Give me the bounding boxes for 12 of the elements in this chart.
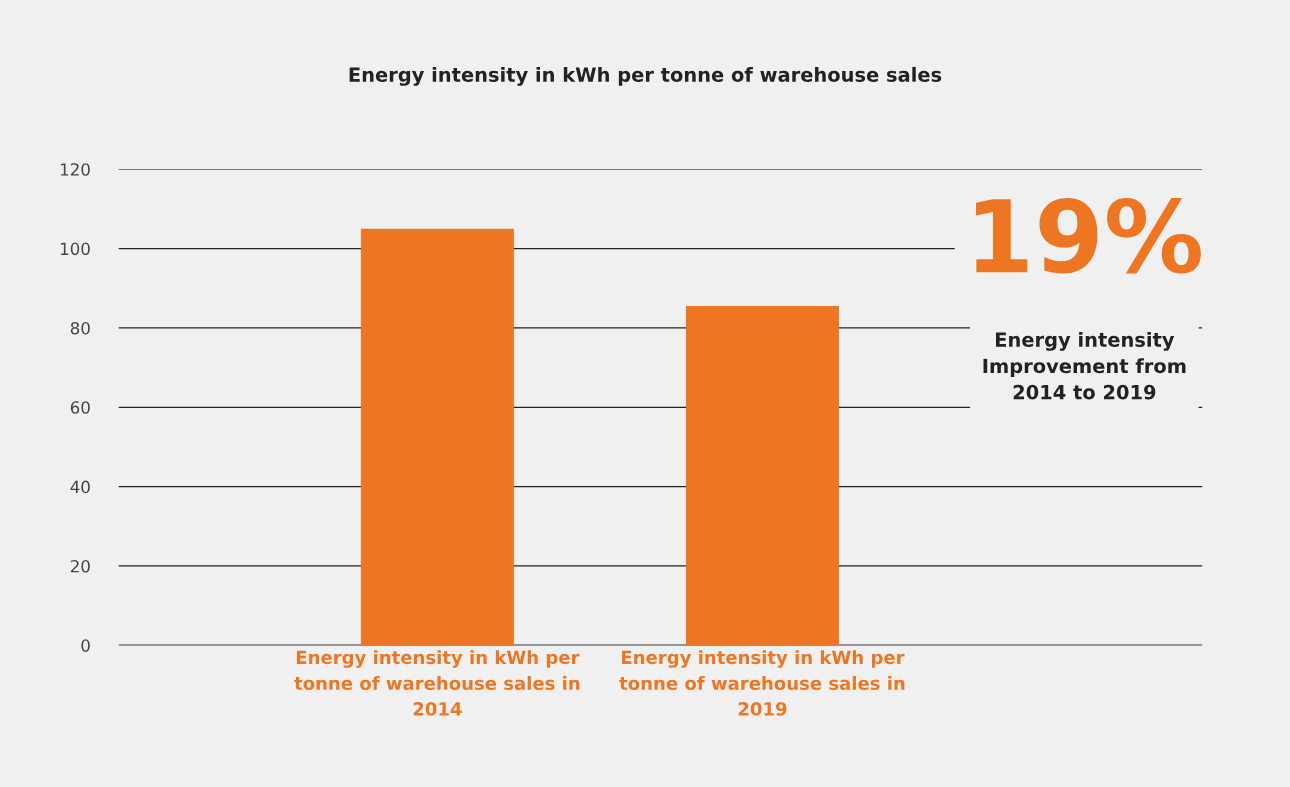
chart-title: Energy intensity in kWh per tonne of warehouse sales bbox=[349, 66, 942, 86]
y-tick-label: 40 bbox=[70, 480, 90, 494]
y-tick-label: 100 bbox=[60, 242, 90, 256]
x-tick-label: Energy intensity in kWh per tonne of warehouse sales in 2014 bbox=[294, 650, 580, 716]
text: Energy intensity Improvement from 2014 to 2019 bbox=[983, 331, 1186, 400]
y-tick-label: 60 bbox=[70, 401, 90, 414]
y-tick-label: 20 bbox=[70, 559, 90, 573]
y-tick-label: 0 bbox=[81, 639, 90, 652]
y-tick-label: 120 bbox=[60, 163, 90, 176]
text: 19% bbox=[975, 197, 1201, 274]
x-tick-label: Energy intensity in kWh per tonne of warehouse sales in 2019 bbox=[619, 650, 905, 716]
y-tick-label: 80 bbox=[70, 321, 90, 335]
